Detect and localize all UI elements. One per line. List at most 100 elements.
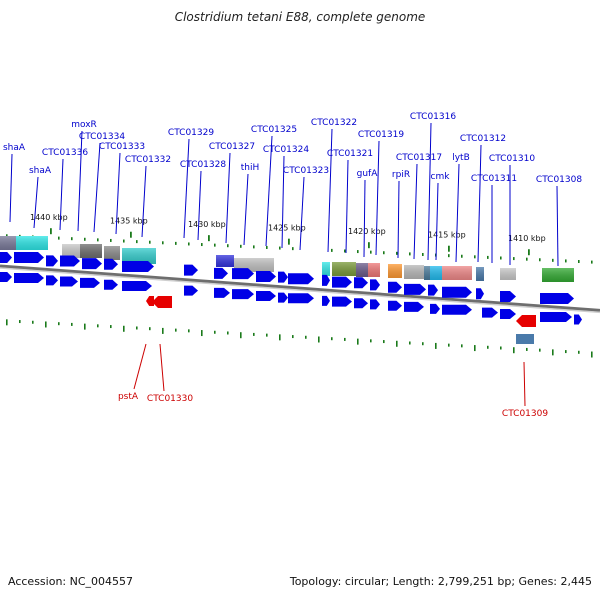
minor-tick (19, 320, 21, 324)
forward-gene-arrow[interactable] (404, 301, 424, 312)
forward-gene-arrow[interactable] (370, 279, 380, 291)
forward-gene-arrow[interactable] (388, 300, 402, 311)
forward-gene-label[interactable]: cmk (431, 172, 451, 182)
minor-tick (513, 347, 515, 354)
minor-tick (422, 252, 424, 256)
minor-tick (201, 243, 203, 247)
forward-gene-arrow[interactable] (232, 268, 254, 280)
minor-tick (526, 347, 528, 351)
forward-gene-label[interactable]: CTC01321 (327, 149, 373, 159)
forward-gene-label[interactable]: CTC01329 (168, 128, 214, 138)
forward-gene-label[interactable]: CTC01328 (180, 160, 226, 170)
minor-tick (279, 334, 281, 341)
forward-gene-arrow[interactable] (256, 270, 276, 282)
minor-tick (526, 257, 528, 261)
forward-gene-arrow[interactable] (442, 286, 472, 298)
forward-gene-arrow[interactable] (104, 279, 118, 290)
forward-gene-arrow[interactable] (370, 299, 380, 310)
annotation-block-shade (322, 262, 330, 276)
forward-gene-arrow[interactable] (104, 258, 118, 270)
forward-gene-label[interactable]: CTC01311 (471, 174, 517, 184)
forward-gene-arrow[interactable] (278, 271, 288, 283)
forward-gene-arrow[interactable] (122, 281, 152, 292)
forward-gene-arrow[interactable] (0, 272, 12, 282)
forward-gene-label[interactable]: CTC01323 (283, 166, 329, 176)
forward-gene-arrow[interactable] (540, 292, 574, 304)
forward-gene-arrow[interactable] (278, 292, 288, 303)
minor-tick (240, 332, 242, 339)
forward-gene-label[interactable]: gufA (357, 169, 379, 179)
reverse-gene-label[interactable]: CTC01309 (502, 409, 548, 419)
forward-gene-arrow[interactable] (332, 296, 352, 307)
forward-gene-arrow[interactable] (332, 276, 352, 288)
forward-gene-leader (455, 163, 460, 263)
reverse-gene-arrow[interactable] (516, 315, 536, 327)
forward-gene-label[interactable]: CTC01312 (460, 134, 506, 144)
forward-gene-label[interactable]: CTC01327 (209, 142, 255, 152)
forward-gene-label[interactable]: CTC01333 (99, 142, 145, 152)
minor-tick (331, 337, 333, 341)
forward-gene-arrow[interactable] (430, 303, 440, 314)
minor-tick (422, 342, 424, 346)
forward-gene-arrow[interactable] (80, 277, 100, 288)
forward-gene-label[interactable]: CTC01336 (42, 148, 88, 158)
annotation-block-shade (356, 263, 368, 277)
forward-gene-arrow[interactable] (540, 311, 572, 322)
forward-gene-arrow[interactable] (82, 258, 102, 270)
forward-gene-label[interactable]: CTC01334 (79, 132, 125, 142)
forward-gene-arrow[interactable] (482, 307, 498, 318)
major-tick (368, 242, 370, 249)
forward-gene-arrow[interactable] (442, 304, 472, 315)
forward-gene-arrow[interactable] (500, 291, 516, 302)
forward-gene-arrow[interactable] (322, 295, 330, 306)
forward-gene-arrow[interactable] (46, 275, 58, 286)
forward-gene-arrow[interactable] (14, 273, 44, 284)
forward-gene-label[interactable]: CTC01310 (489, 154, 535, 164)
forward-gene-arrow[interactable] (214, 267, 228, 279)
forward-gene-arrow[interactable] (232, 289, 254, 300)
forward-gene-arrow[interactable] (574, 314, 582, 325)
forward-gene-label[interactable]: lytB (452, 153, 470, 163)
forward-gene-label[interactable]: CTC01322 (311, 118, 357, 128)
forward-gene-arrow[interactable] (322, 274, 330, 286)
reverse-gene-arrow[interactable] (146, 296, 154, 306)
forward-gene-arrow[interactable] (0, 252, 12, 263)
forward-gene-label[interactable]: CTC01319 (358, 130, 404, 140)
forward-gene-arrow[interactable] (14, 252, 44, 264)
forward-gene-arrow[interactable] (288, 293, 314, 304)
forward-gene-label[interactable]: CTC01325 (251, 125, 297, 135)
forward-gene-arrow[interactable] (428, 284, 438, 296)
forward-gene-arrow[interactable] (354, 298, 368, 309)
reverse-gene-label[interactable]: CTC01330 (147, 394, 193, 404)
forward-gene-label[interactable]: thiH (241, 163, 260, 173)
forward-gene-label[interactable]: shaA (29, 166, 52, 176)
forward-gene-arrow[interactable] (122, 261, 154, 273)
forward-gene-arrow[interactable] (256, 290, 276, 301)
forward-gene-leader (265, 135, 273, 247)
forward-gene-label[interactable]: rpiR (392, 170, 410, 180)
forward-gene-label[interactable]: moxR (71, 120, 97, 130)
forward-gene-label[interactable]: CTC01324 (263, 145, 309, 155)
forward-gene-arrow[interactable] (60, 255, 80, 267)
reverse-gene-arrow[interactable] (152, 296, 172, 308)
forward-gene-arrow[interactable] (500, 309, 516, 319)
forward-gene-arrow[interactable] (354, 277, 368, 289)
reverse-gene-label[interactable]: pstA (118, 392, 139, 402)
forward-gene-label[interactable]: CTC01332 (125, 155, 171, 165)
forward-gene-arrow[interactable] (404, 283, 426, 295)
forward-gene-arrow[interactable] (388, 281, 402, 293)
forward-gene-arrow[interactable] (476, 288, 484, 300)
forward-gene-label[interactable]: shaA (3, 143, 26, 153)
forward-gene-arrow[interactable] (214, 287, 230, 298)
forward-gene-arrow[interactable] (46, 255, 58, 267)
forward-gene-arrow[interactable] (288, 273, 314, 285)
forward-gene-arrow[interactable] (184, 285, 198, 296)
forward-gene-arrow[interactable] (184, 264, 198, 276)
forward-gene-arrow[interactable] (60, 276, 78, 287)
minor-tick (500, 256, 502, 260)
minor-tick (409, 341, 411, 345)
forward-gene-label[interactable]: CTC01308 (536, 175, 582, 185)
forward-gene-label[interactable]: CTC01316 (410, 112, 456, 122)
forward-gene-label[interactable]: CTC01317 (396, 153, 442, 163)
minor-tick (357, 250, 359, 254)
